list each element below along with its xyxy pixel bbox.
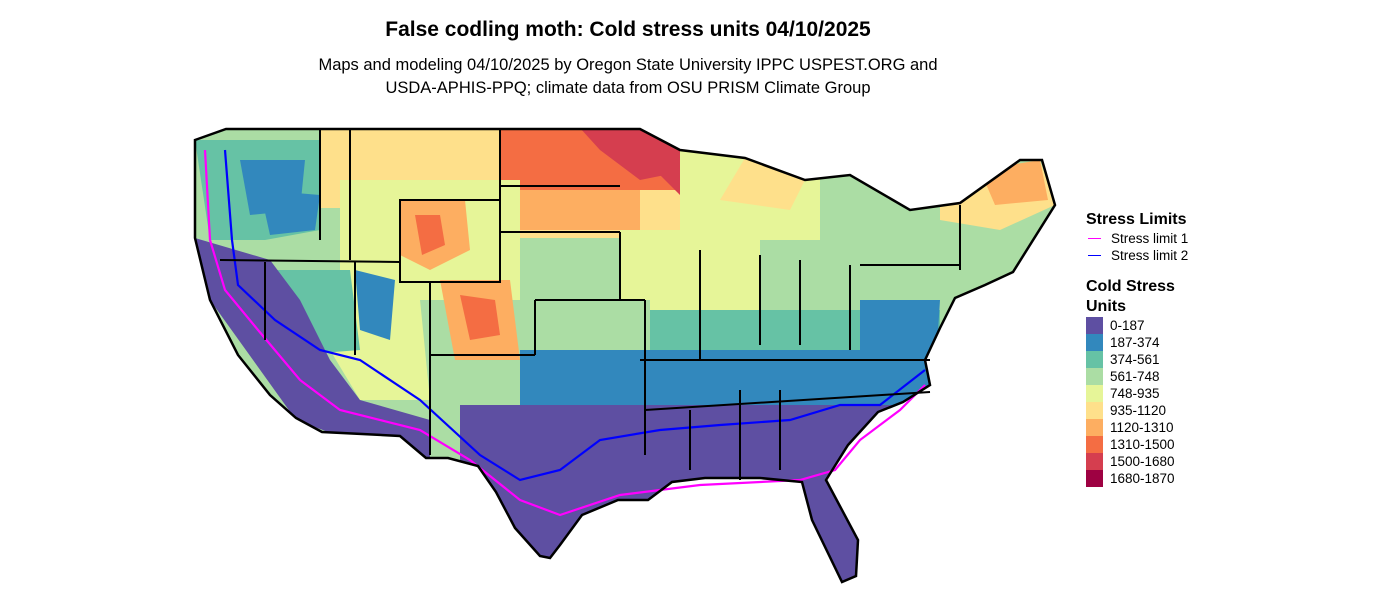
cold-stress-color-swatch (1086, 470, 1103, 487)
cold-stress-legend-item: 748-935 (1086, 385, 1286, 402)
cold-stress-color-swatch (1086, 436, 1103, 453)
cold-stress-range-label: 1310-1500 (1110, 437, 1175, 452)
stress-limit-line-swatch (1088, 238, 1101, 239)
stress-limit-legend-item: Stress limit 1 (1088, 230, 1286, 247)
stress-limit-2-line (223, 149, 926, 482)
cold-stress-color-swatch (1086, 385, 1103, 402)
cold-stress-color-swatch (1086, 419, 1103, 436)
stress-limit-label: Stress limit 1 (1111, 231, 1189, 246)
cold-stress-legend-item: 1500-1680 (1086, 453, 1286, 470)
stress-limit-label: Stress limit 2 (1111, 248, 1189, 263)
cold-stress-legend-item: 187-374 (1086, 334, 1286, 351)
state-boundaries (219, 129, 961, 480)
stress-limit-legend-item: Stress limit 2 (1088, 247, 1286, 264)
cold-stress-legend-item: 1680-1870 (1086, 470, 1286, 487)
stress-limits-legend-title: Stress Limits (1086, 211, 1187, 228)
cold-stress-range-label: 561-748 (1110, 369, 1160, 384)
cold-stress-range-label: 748-935 (1110, 386, 1160, 401)
cold-stress-color-swatch (1086, 453, 1103, 470)
legend: Stress Limits Stress limit 1 Stress limit… (1086, 210, 1286, 487)
cold-stress-range-label: 935-1120 (1110, 403, 1167, 418)
cold-stress-range-label: 1680-1870 (1110, 471, 1175, 486)
cold-stress-legend-item: 0-187 (1086, 317, 1286, 334)
stress-limits-legend: Stress limit 1 Stress limit 2 (1086, 230, 1286, 264)
cold-stress-legend-item: 374-561 (1086, 351, 1286, 368)
cold-stress-legend-title: Cold Stress Units (1086, 278, 1175, 315)
stress-limit-1-line (203, 149, 926, 517)
cold-stress-color-swatch (1086, 317, 1103, 334)
subtitle-line-2: USDA-APHIS-PPQ; climate data from OSU PR… (385, 79, 871, 97)
stress-limit-lines (203, 149, 926, 517)
cold-stress-color-swatch (1086, 368, 1103, 385)
cold-stress-legend-item: 1310-1500 (1086, 436, 1286, 453)
cold-stress-color-swatch (1086, 334, 1103, 351)
cold-stress-range-label: 1500-1680 (1110, 454, 1175, 469)
cold-stress-range-label: 0-187 (1110, 318, 1145, 333)
subtitle-line-1: Maps and modeling 04/10/2025 by Oregon S… (318, 56, 938, 74)
stress-limit-line-swatch (1088, 255, 1101, 256)
cold-stress-range-label: 374-561 (1110, 352, 1160, 367)
map-title: False codling moth: Cold stress units 04… (385, 18, 871, 41)
cold-stress-legend-item: 561-748 (1086, 368, 1286, 385)
cold-stress-color-swatch (1086, 351, 1103, 368)
map-subtitle: Maps and modeling 04/10/2025 by Oregon S… (0, 54, 1256, 100)
cold-stress-range-label: 1120-1310 (1110, 420, 1174, 435)
cold-stress-range-label: 187-374 (1110, 335, 1160, 350)
cold-stress-raster (195, 129, 1055, 582)
cold-stress-legend-item: 935-1120 (1086, 402, 1286, 419)
cold-stress-color-swatch (1086, 402, 1103, 419)
cold-stress-legend-item: 1120-1310 (1086, 419, 1286, 436)
cold-stress-legend: 0-187 187-374 374-561 561-748 748-935 935-112… (1086, 317, 1286, 487)
